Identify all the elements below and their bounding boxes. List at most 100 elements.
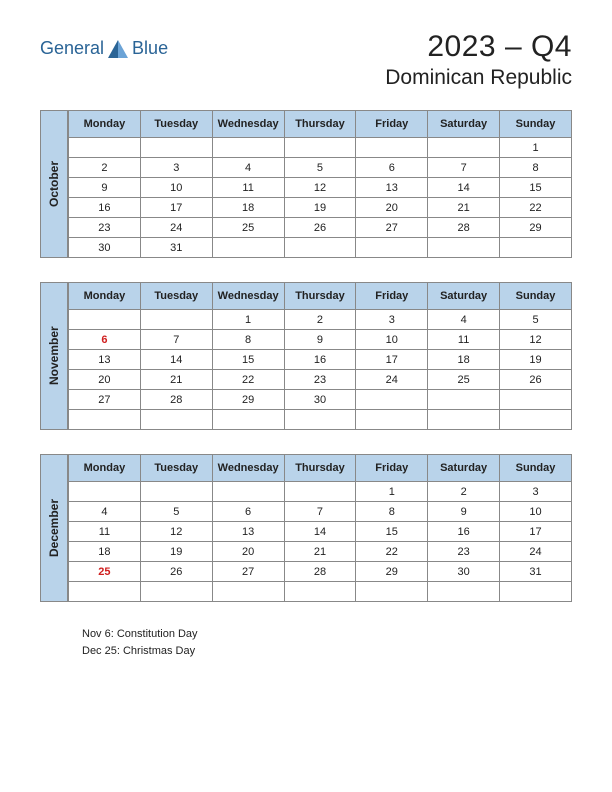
day-header: Tuesday bbox=[140, 283, 212, 310]
day-header: Sunday bbox=[500, 283, 572, 310]
calendar-cell: 15 bbox=[356, 522, 428, 542]
calendar-row: 25262728293031 bbox=[69, 562, 572, 582]
calendar-cell: 24 bbox=[500, 542, 572, 562]
calendar-cell bbox=[284, 410, 356, 430]
month-label: October bbox=[40, 110, 68, 258]
calendar-cell: 4 bbox=[428, 310, 500, 330]
calendar-cell bbox=[212, 138, 284, 158]
calendar-row: 11121314151617 bbox=[69, 522, 572, 542]
calendar-cell bbox=[69, 582, 141, 602]
calendar-cell bbox=[140, 482, 212, 502]
calendar-cell: 20 bbox=[212, 542, 284, 562]
calendar-cell: 13 bbox=[212, 522, 284, 542]
calendar-cell bbox=[428, 390, 500, 410]
calendar-cell: 1 bbox=[356, 482, 428, 502]
calendar-cell: 13 bbox=[356, 178, 428, 198]
calendar-cell: 25 bbox=[428, 370, 500, 390]
calendar-cell bbox=[428, 138, 500, 158]
calendar-cell bbox=[428, 238, 500, 258]
calendar-cell: 27 bbox=[356, 218, 428, 238]
calendar-cell: 21 bbox=[140, 370, 212, 390]
day-header: Thursday bbox=[284, 111, 356, 138]
calendar-cell: 14 bbox=[284, 522, 356, 542]
calendar-cell bbox=[500, 390, 572, 410]
calendar-row: 1 bbox=[69, 138, 572, 158]
day-header: Sunday bbox=[500, 111, 572, 138]
month-label: November bbox=[40, 282, 68, 430]
calendar-cell: 21 bbox=[428, 198, 500, 218]
month-label: December bbox=[40, 454, 68, 602]
calendar-cell: 11 bbox=[212, 178, 284, 198]
holiday-notes: Nov 6: Constitution DayDec 25: Christmas… bbox=[40, 626, 572, 659]
calendars-container: OctoberMondayTuesdayWednesdayThursdayFri… bbox=[40, 110, 572, 602]
calendar-cell: 10 bbox=[356, 330, 428, 350]
calendar-cell: 28 bbox=[140, 390, 212, 410]
calendar-cell: 11 bbox=[428, 330, 500, 350]
calendar-cell: 18 bbox=[212, 198, 284, 218]
calendar-november: NovemberMondayTuesdayWednesdayThursdayFr… bbox=[40, 282, 572, 430]
calendar-cell: 18 bbox=[428, 350, 500, 370]
calendar-cell: 9 bbox=[284, 330, 356, 350]
calendar-cell: 1 bbox=[212, 310, 284, 330]
calendar-cell: 26 bbox=[284, 218, 356, 238]
calendar-cell bbox=[212, 582, 284, 602]
calendar-row bbox=[69, 582, 572, 602]
logo: General Blue bbox=[40, 38, 168, 59]
calendar-cell: 19 bbox=[284, 198, 356, 218]
calendar-cell: 17 bbox=[356, 350, 428, 370]
day-header: Saturday bbox=[428, 455, 500, 482]
calendar-cell: 6 bbox=[69, 330, 141, 350]
calendar-row: 45678910 bbox=[69, 502, 572, 522]
calendar-row: 3031 bbox=[69, 238, 572, 258]
calendar-cell: 9 bbox=[428, 502, 500, 522]
calendar-cell: 30 bbox=[69, 238, 141, 258]
calendar-cell: 26 bbox=[500, 370, 572, 390]
calendar-table: MondayTuesdayWednesdayThursdayFridaySatu… bbox=[68, 454, 572, 602]
calendar-cell: 25 bbox=[69, 562, 141, 582]
calendar-cell: 7 bbox=[140, 330, 212, 350]
calendar-cell: 1 bbox=[500, 138, 572, 158]
calendar-cell bbox=[140, 582, 212, 602]
calendar-cell bbox=[356, 390, 428, 410]
day-header: Thursday bbox=[284, 283, 356, 310]
calendar-cell: 21 bbox=[284, 542, 356, 562]
calendar-cell: 5 bbox=[500, 310, 572, 330]
calendar-table: MondayTuesdayWednesdayThursdayFridaySatu… bbox=[68, 282, 572, 430]
calendar-cell: 2 bbox=[284, 310, 356, 330]
calendar-cell: 27 bbox=[212, 562, 284, 582]
calendar-cell: 28 bbox=[284, 562, 356, 582]
calendar-row: 18192021222324 bbox=[69, 542, 572, 562]
calendar-cell: 15 bbox=[212, 350, 284, 370]
calendar-cell bbox=[69, 138, 141, 158]
calendar-cell bbox=[356, 410, 428, 430]
calendar-cell bbox=[212, 410, 284, 430]
calendar-cell: 30 bbox=[284, 390, 356, 410]
calendar-cell: 16 bbox=[428, 522, 500, 542]
calendar-cell bbox=[428, 582, 500, 602]
calendar-cell: 3 bbox=[500, 482, 572, 502]
calendar-cell bbox=[140, 310, 212, 330]
calendar-cell: 19 bbox=[500, 350, 572, 370]
calendar-cell bbox=[356, 582, 428, 602]
year-quarter: 2023 – Q4 bbox=[385, 30, 572, 64]
logo-triangle-icon bbox=[108, 40, 128, 58]
calendar-cell: 10 bbox=[140, 178, 212, 198]
calendar-cell: 25 bbox=[212, 218, 284, 238]
calendar-cell bbox=[284, 138, 356, 158]
calendar-cell: 6 bbox=[356, 158, 428, 178]
calendar-cell: 23 bbox=[428, 542, 500, 562]
day-header: Monday bbox=[69, 111, 141, 138]
day-header: Thursday bbox=[284, 455, 356, 482]
calendar-cell: 29 bbox=[356, 562, 428, 582]
calendar-cell: 12 bbox=[284, 178, 356, 198]
calendar-row: 23242526272829 bbox=[69, 218, 572, 238]
calendar-cell bbox=[428, 410, 500, 430]
calendar-cell: 15 bbox=[500, 178, 572, 198]
day-header: Tuesday bbox=[140, 455, 212, 482]
day-header: Wednesday bbox=[212, 455, 284, 482]
calendar-table: MondayTuesdayWednesdayThursdayFridaySatu… bbox=[68, 110, 572, 258]
calendar-cell bbox=[212, 482, 284, 502]
calendar-cell: 18 bbox=[69, 542, 141, 562]
calendar-cell: 29 bbox=[500, 218, 572, 238]
calendar-row: 6789101112 bbox=[69, 330, 572, 350]
